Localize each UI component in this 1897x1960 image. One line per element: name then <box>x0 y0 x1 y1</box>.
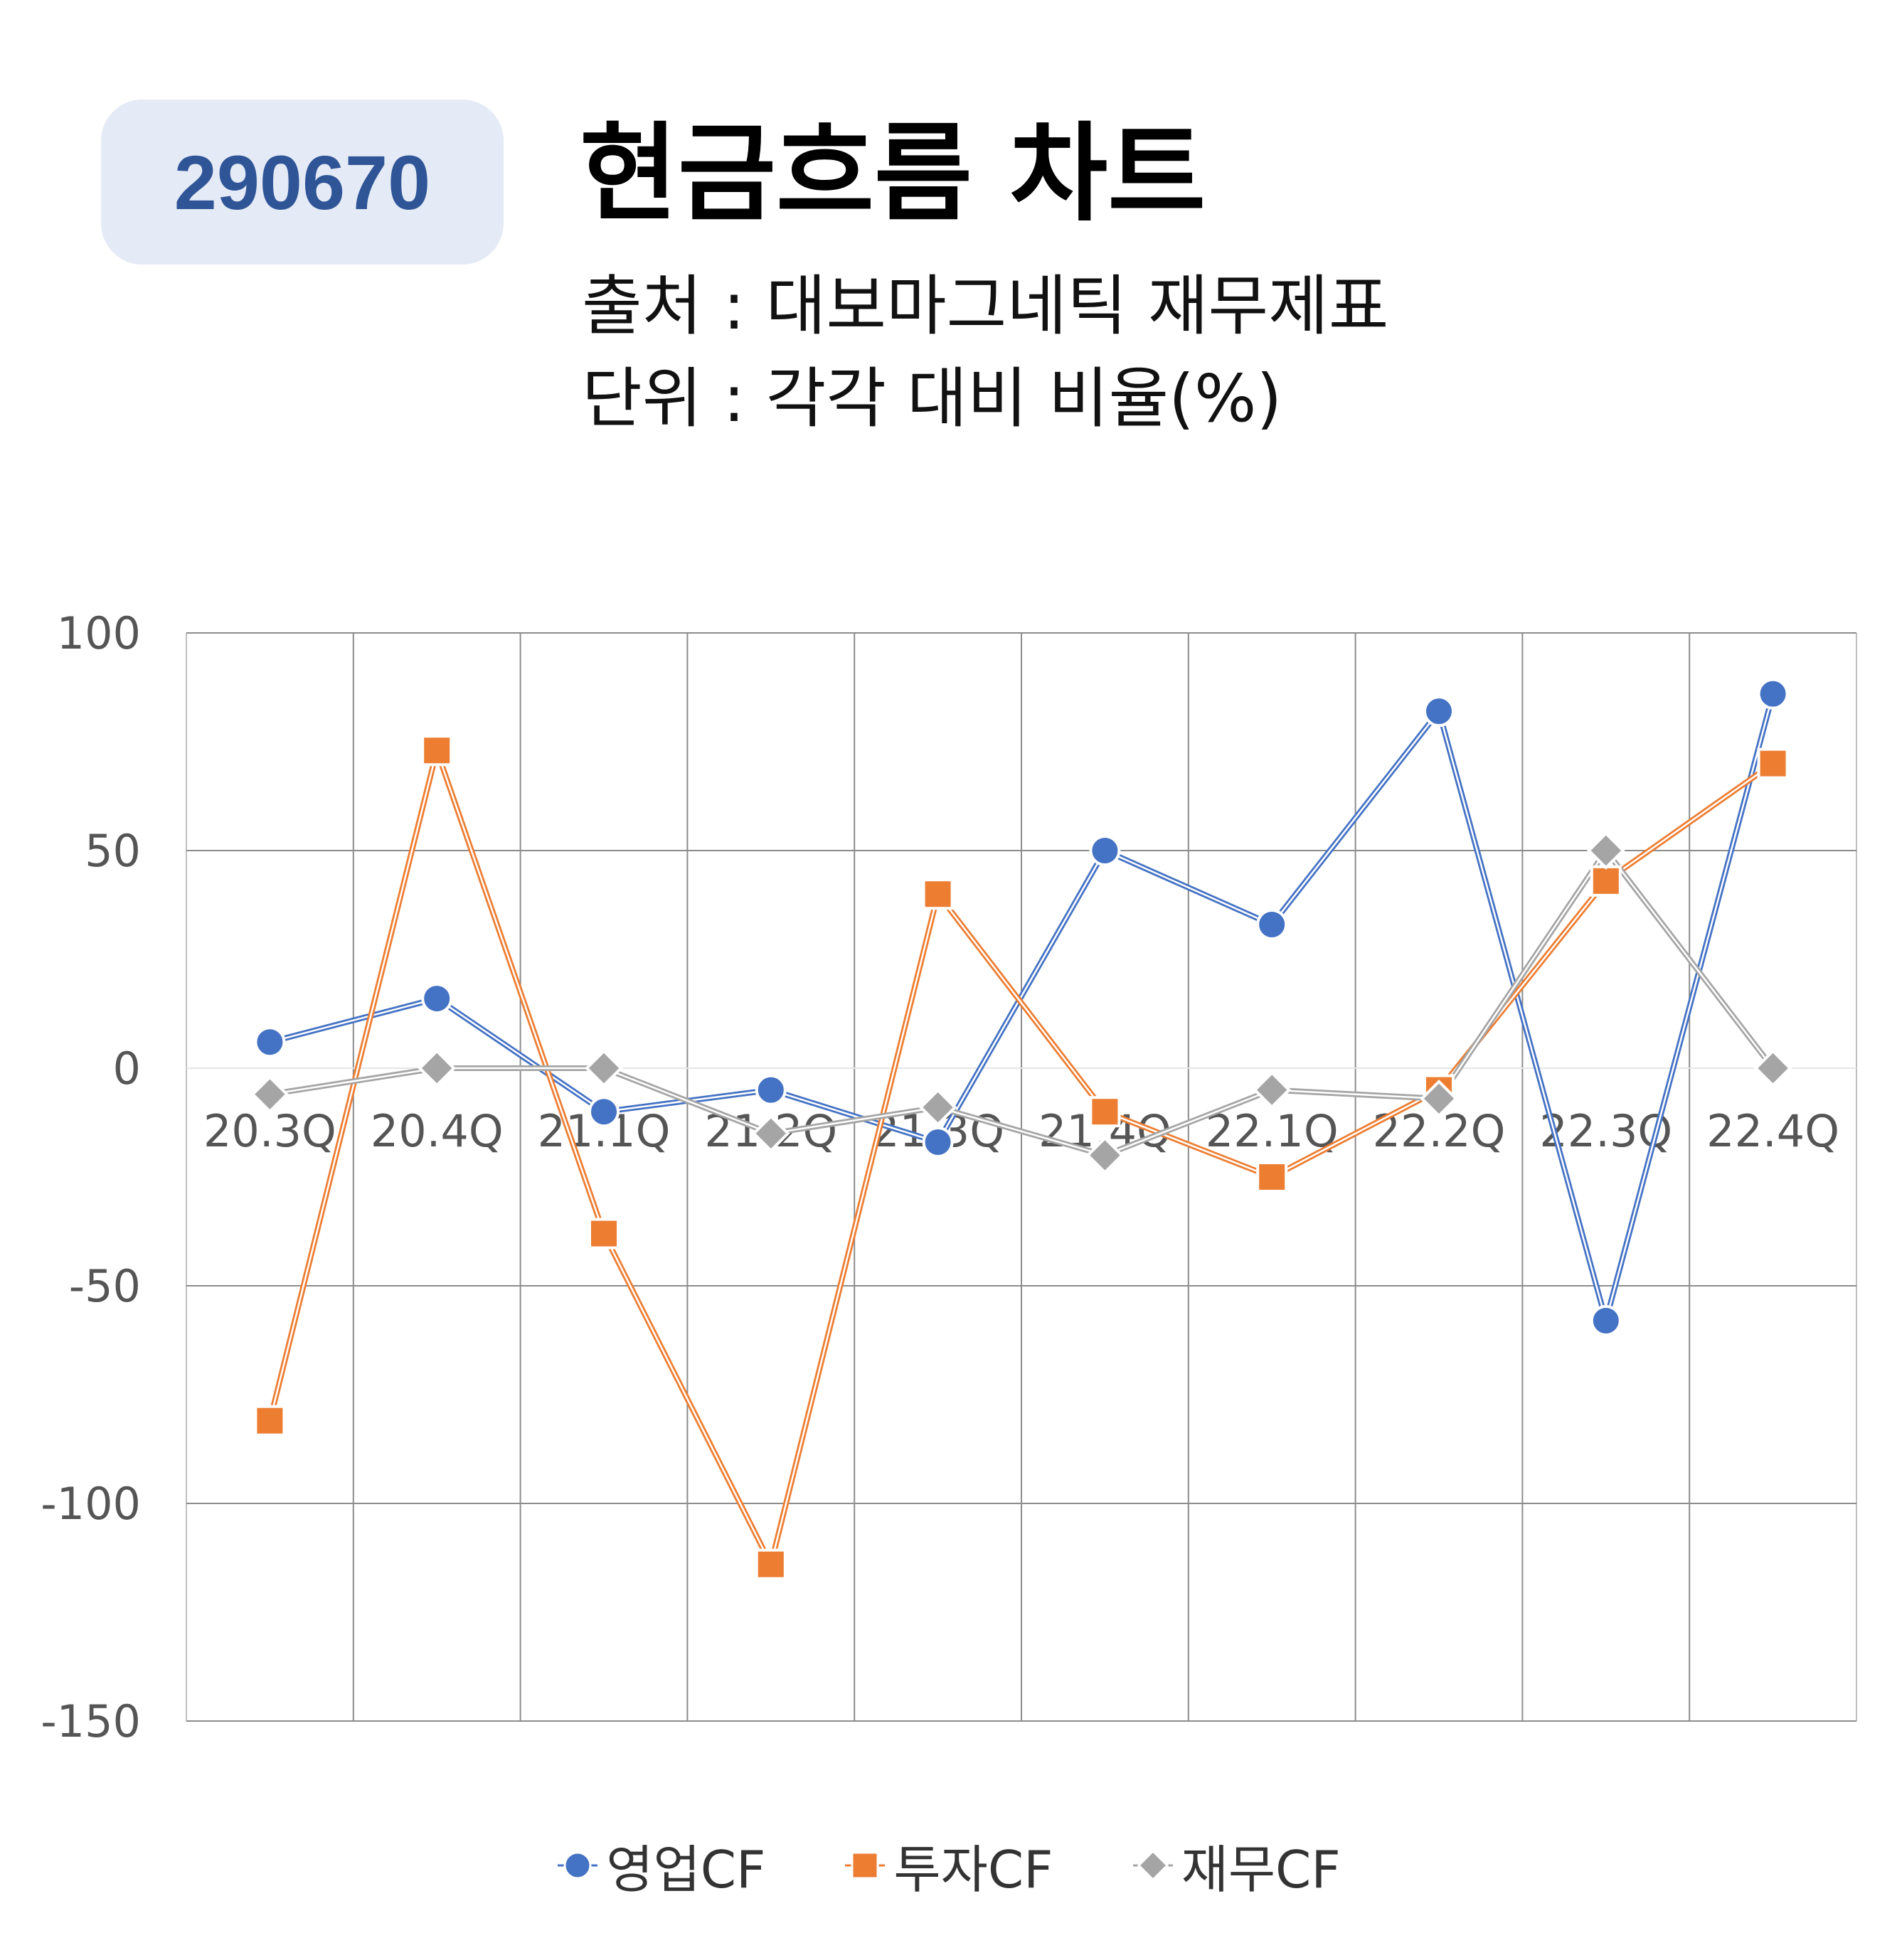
data-point-operating <box>1256 909 1288 941</box>
data-point-operating <box>1089 835 1121 866</box>
series-line-investing-inner <box>269 747 1774 1567</box>
data-point-financing <box>1586 831 1625 870</box>
legend-label-financing: 재무CF <box>1181 1840 1341 1900</box>
stock-code-badge: 290670 <box>101 100 504 265</box>
legend-circle-marker-icon <box>558 1851 598 1879</box>
data-point-operating <box>1757 678 1789 710</box>
x-tick-label: 22.1Q <box>1206 1105 1339 1157</box>
y-tick-label: 100 <box>57 607 141 659</box>
x-tick-label: 20.3Q <box>203 1105 336 1157</box>
data-point-investing <box>588 1218 620 1250</box>
legend-label-operating: 영업CF <box>606 1840 766 1900</box>
data-point-operating <box>1590 1304 1622 1336</box>
data-point-financing <box>1753 1049 1792 1087</box>
legend-item-investing: 투자CF <box>844 1828 1053 1902</box>
data-point-operating <box>421 983 453 1015</box>
y-tick-label: -50 <box>69 1260 141 1312</box>
y-tick-label: 0 <box>113 1043 141 1094</box>
y-tick-label: -100 <box>41 1478 141 1530</box>
data-point-operating <box>755 1074 787 1106</box>
data-point-investing <box>1757 747 1789 779</box>
data-point-investing <box>1590 865 1622 897</box>
data-point-investing <box>1256 1161 1288 1193</box>
source-line: 출처 : 대보마그네틱 재무제표 <box>582 268 1389 344</box>
legend-label-investing: 투자CF <box>893 1840 1053 1900</box>
data-point-financing <box>918 1088 957 1127</box>
data-point-financing <box>585 1049 623 1087</box>
data-point-financing <box>751 1114 790 1153</box>
y-tick-label: 50 <box>85 825 141 877</box>
chart-legend: 영업CF 투자CF 재무CF <box>0 1828 1897 1902</box>
data-point-operating <box>254 1026 286 1058</box>
data-point-investing <box>922 878 954 910</box>
data-point-financing <box>1085 1136 1125 1175</box>
legend-item-financing: 재무CF <box>1132 1828 1341 1902</box>
cashflow-line-chart: 100500-50-100-15020.3Q20.4Q21.1Q21.2Q21.… <box>41 607 1857 1747</box>
data-point-financing <box>1253 1070 1292 1109</box>
data-point-investing <box>421 735 453 767</box>
series-line-financing-inner <box>270 848 1774 1156</box>
data-point-financing <box>1420 1080 1458 1118</box>
x-tick-label: 20.4Q <box>371 1105 504 1157</box>
legend-square-marker-icon <box>845 1851 886 1879</box>
data-point-financing <box>418 1049 457 1087</box>
y-tick-label: -150 <box>41 1695 141 1747</box>
data-point-investing <box>254 1405 286 1437</box>
data-point-investing <box>755 1548 787 1580</box>
x-tick-label: 22.4Q <box>1706 1105 1839 1157</box>
data-point-operating <box>588 1096 620 1128</box>
data-point-financing <box>250 1075 289 1114</box>
series-line-operating-inner <box>270 693 1774 1324</box>
data-point-investing <box>1089 1096 1121 1128</box>
data-point-operating <box>922 1127 954 1159</box>
unit-line: 단위 : 각각 대비 비율(%) <box>582 361 1282 437</box>
legend-item-operating: 영업CF <box>556 1828 765 1902</box>
chart-title: 현금흐름 차트 <box>580 112 1206 236</box>
legend-diamond-marker-icon <box>1132 1849 1173 1881</box>
stock-code: 290670 <box>174 139 431 225</box>
data-point-operating <box>1423 696 1455 728</box>
